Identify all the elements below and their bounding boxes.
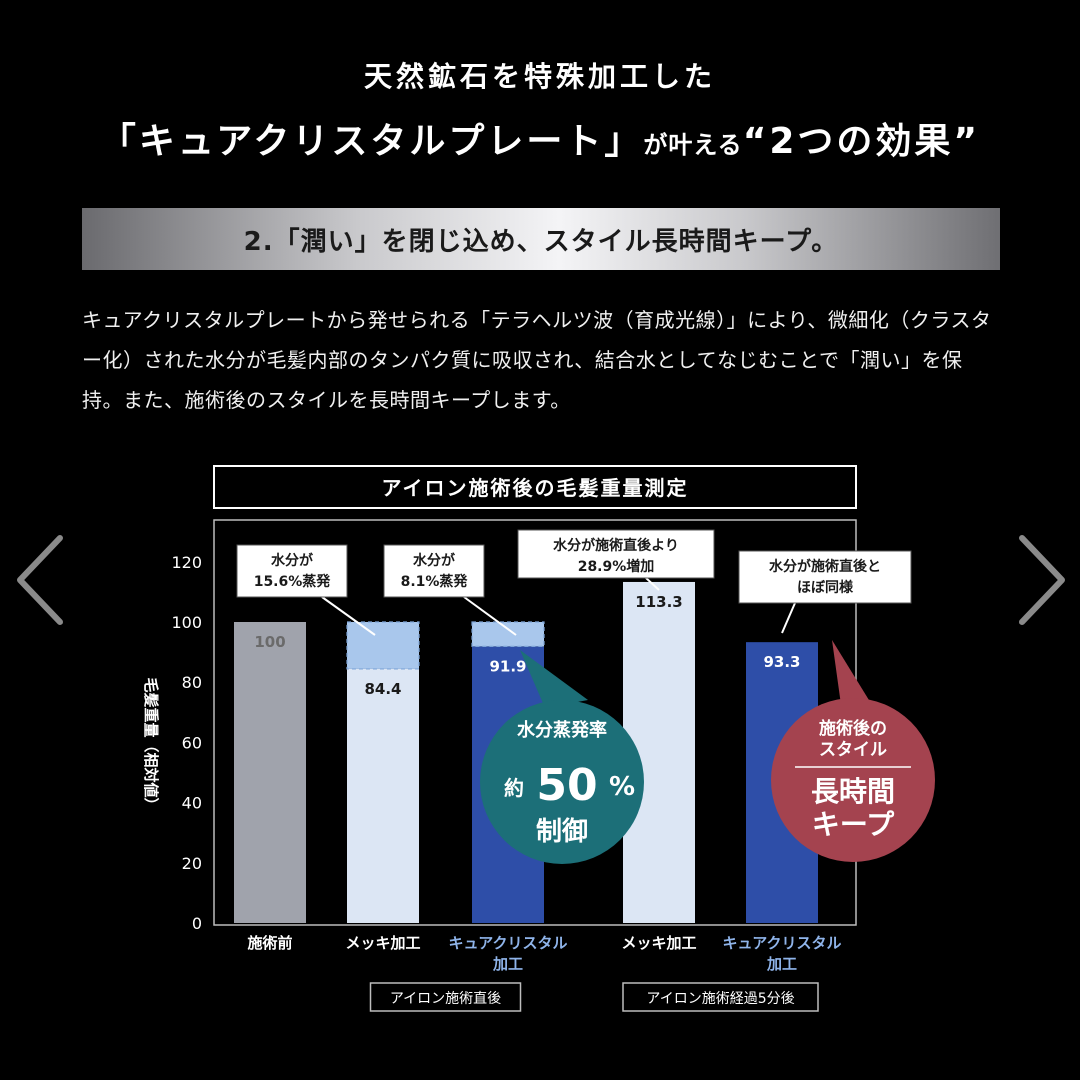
title-product-name: 「キュアクリスタルプレート」 bbox=[99, 121, 644, 162]
badge-number: 50 bbox=[536, 760, 597, 811]
x-category-label: メッキ加工 bbox=[345, 934, 420, 952]
chevron-left-icon bbox=[17, 535, 63, 625]
group-label-box bbox=[622, 982, 819, 1012]
chevron-right-icon bbox=[1019, 535, 1065, 625]
callout-text: 水分が bbox=[271, 552, 314, 569]
y-axis-label: 毛髪重量（相対値） bbox=[142, 677, 160, 812]
callout-text: 水分が施術直後と bbox=[769, 558, 881, 575]
badge-text: キープ bbox=[812, 808, 895, 841]
bar-value-label: 93.3 bbox=[763, 653, 800, 671]
group-label-box bbox=[369, 982, 522, 1012]
callout-pointer bbox=[781, 602, 796, 634]
y-tick-label: 40 bbox=[182, 794, 202, 813]
bar bbox=[234, 622, 306, 923]
callout-text: 15.6%蒸発 bbox=[254, 573, 332, 590]
x-category-label: メッキ加工 bbox=[621, 934, 696, 952]
bar-value-label: 91.9 bbox=[489, 657, 526, 675]
callout-text: 8.1%蒸発 bbox=[401, 573, 469, 590]
x-category-label: キュアクリスタル bbox=[449, 934, 568, 952]
callout-text: 水分が bbox=[413, 552, 456, 569]
y-tick-label: 100 bbox=[171, 613, 202, 632]
badge-style-keep bbox=[771, 698, 935, 862]
subheading-text: 2.「潤い」を閉じ込め、スタイル長時間キープ。 bbox=[243, 226, 839, 257]
carousel-next-button[interactable] bbox=[1000, 520, 1080, 640]
callout-pointer bbox=[463, 596, 517, 636]
bar-value-label: 100 bbox=[254, 633, 285, 651]
chart-title: アイロン施術後の毛髪重量測定 bbox=[382, 476, 689, 500]
badge-tail bbox=[520, 650, 588, 708]
y-tick-label: 120 bbox=[171, 553, 202, 572]
callout-box bbox=[236, 544, 348, 598]
badge-evaporation-rate bbox=[480, 700, 644, 864]
evaporated-segment bbox=[346, 621, 420, 670]
badge-text: 長時間 bbox=[811, 775, 895, 808]
bar bbox=[347, 668, 419, 923]
badge-text: 約 bbox=[504, 776, 524, 800]
x-category-label: 加工 bbox=[492, 955, 523, 973]
callout-pointer bbox=[321, 596, 376, 636]
title-effects: “2つの効果” bbox=[742, 121, 981, 162]
badge-text: スタイル bbox=[819, 740, 887, 760]
badge-text: 施術後の bbox=[819, 718, 887, 739]
x-category-label: 加工 bbox=[766, 955, 797, 973]
x-category-label: キュアクリスタル bbox=[723, 934, 842, 952]
callout-text: ほぼ同様 bbox=[797, 579, 854, 596]
y-tick-label: 60 bbox=[182, 733, 202, 752]
chart-title-box bbox=[213, 465, 857, 509]
badge-unit: % bbox=[609, 772, 635, 802]
section-subheading: 2.「潤い」を閉じ込め、スタイル長時間キープ。 bbox=[82, 208, 1000, 270]
y-tick-label: 0 bbox=[192, 914, 202, 933]
badge-text: 制御 bbox=[536, 816, 588, 847]
bar-value-label: 84.4 bbox=[364, 680, 401, 698]
description-text: キュアクリスタルプレートから発せられる「テラヘルツ波（育成光線）」により、微細化… bbox=[82, 308, 992, 412]
y-tick-label: 80 bbox=[182, 673, 202, 692]
badge-text: 水分蒸発率 bbox=[517, 719, 607, 741]
group-label: アイロン施術直後 bbox=[390, 990, 501, 1007]
y-tick-label: 20 bbox=[182, 854, 202, 873]
title-connector: が叶える bbox=[643, 131, 743, 159]
evaporated-segment bbox=[471, 621, 545, 647]
carousel-prev-button[interactable] bbox=[0, 520, 80, 640]
callout-text: 28.9%増加 bbox=[578, 558, 655, 575]
callout-text: 水分が施術直後より bbox=[553, 537, 679, 554]
page-title-line2: 「キュアクリスタルプレート」が叶える“2つの効果” bbox=[0, 112, 1080, 164]
callout-box bbox=[738, 550, 912, 604]
x-category-label: 施術前 bbox=[247, 934, 292, 952]
bar-value-label: 113.3 bbox=[635, 593, 682, 611]
page-title-line1: 天然鉱石を特殊加工した bbox=[363, 60, 716, 93]
group-label: アイロン施術経過5分後 bbox=[646, 991, 794, 1007]
callout-box bbox=[383, 544, 485, 598]
callout-box bbox=[517, 529, 715, 579]
callout-pointer bbox=[645, 577, 660, 591]
